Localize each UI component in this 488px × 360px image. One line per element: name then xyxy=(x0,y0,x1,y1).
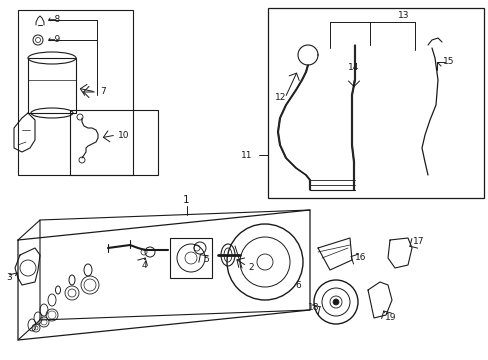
Text: 1: 1 xyxy=(183,195,189,205)
Text: 5: 5 xyxy=(203,256,208,265)
Text: 15: 15 xyxy=(442,58,453,67)
Text: 6: 6 xyxy=(294,280,300,289)
Text: ←9: ←9 xyxy=(48,36,61,45)
Text: 3: 3 xyxy=(6,274,12,283)
Bar xyxy=(267,8,483,198)
Text: 19: 19 xyxy=(384,314,396,323)
Bar xyxy=(28,58,76,113)
Text: 11: 11 xyxy=(241,150,252,159)
Text: 16: 16 xyxy=(354,253,366,262)
Text: 18: 18 xyxy=(307,303,319,312)
Text: 2: 2 xyxy=(247,264,253,273)
Bar xyxy=(18,10,133,175)
Text: 4: 4 xyxy=(142,261,147,270)
Bar xyxy=(70,110,158,175)
Text: 13: 13 xyxy=(397,12,408,21)
Text: ←8: ←8 xyxy=(48,15,61,24)
Text: 12: 12 xyxy=(274,94,286,103)
Bar xyxy=(170,238,212,278)
Circle shape xyxy=(332,299,338,305)
Text: 7: 7 xyxy=(100,87,105,96)
Text: 14: 14 xyxy=(347,63,359,72)
Text: 10: 10 xyxy=(118,130,129,139)
Text: 17: 17 xyxy=(412,238,424,247)
